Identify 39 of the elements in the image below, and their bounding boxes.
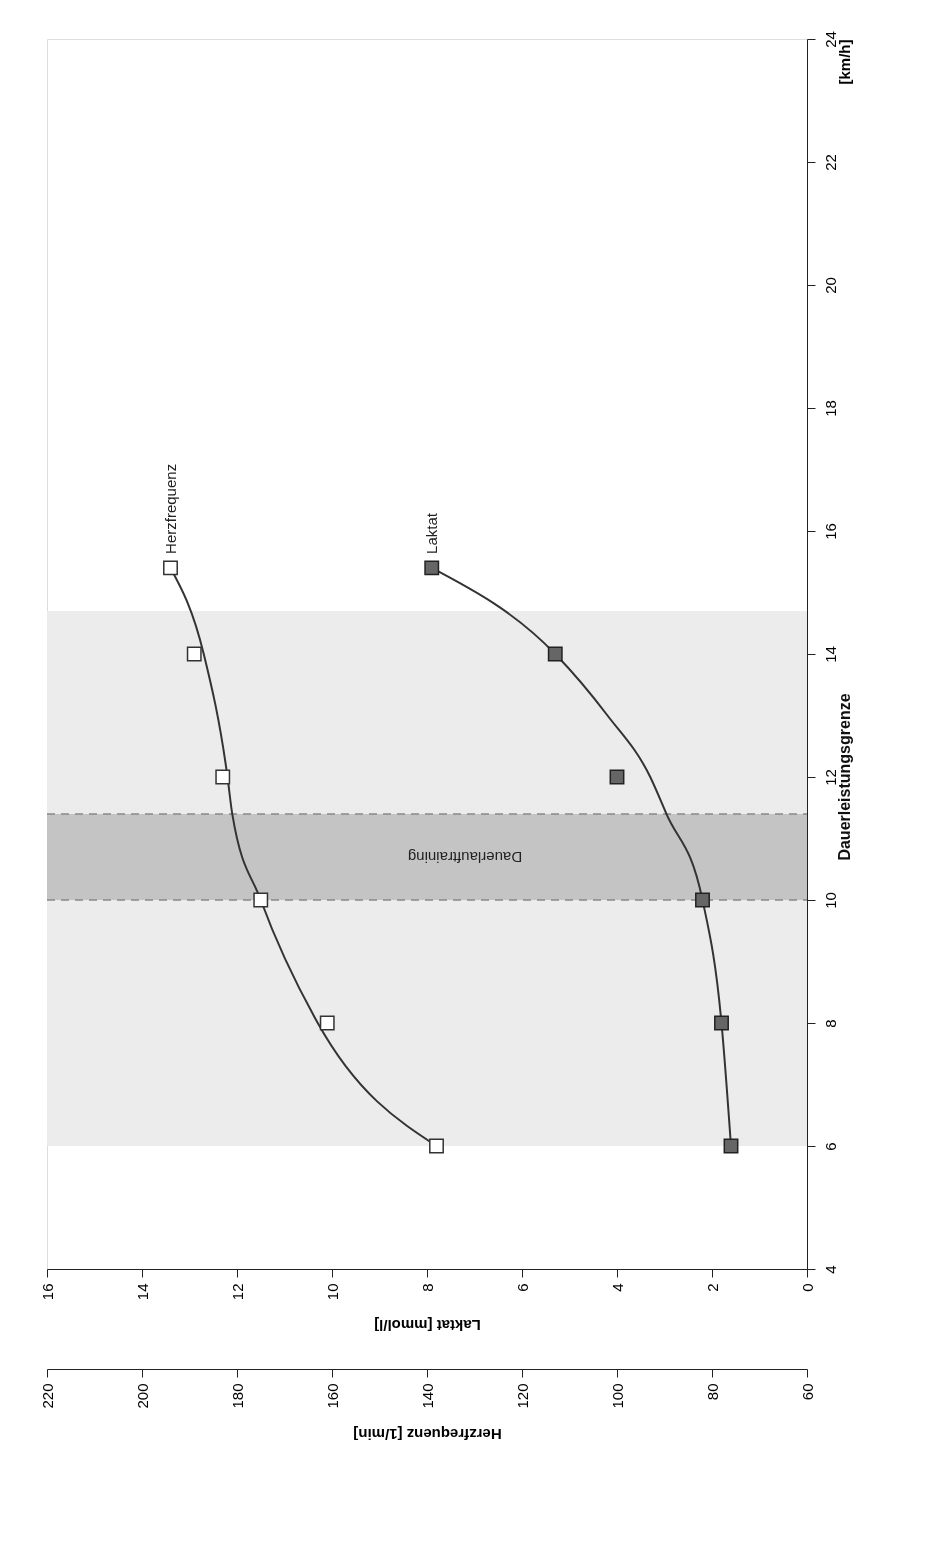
text: Laktat: [422, 512, 440, 554]
y-tick-label: 16: [821, 523, 839, 540]
x2-tick-label: 220: [38, 1383, 56, 1409]
x2-tick-label: 200: [133, 1383, 151, 1409]
point: [319, 1015, 335, 1031]
x2-tick-label: 180: [228, 1383, 246, 1409]
x-tick-label: 12: [228, 1283, 246, 1301]
x-tick-label: 2: [703, 1283, 721, 1292]
x2-tick-label: 160: [323, 1383, 341, 1409]
x-tick-label: 0: [798, 1283, 816, 1292]
x2-tick-label: 140: [418, 1383, 436, 1409]
y-tick-label: 12: [821, 769, 839, 786]
y-tick-label: 8: [821, 1019, 839, 1028]
x2-tick-label: 100: [608, 1383, 626, 1409]
x2-tick-label: 80: [703, 1383, 721, 1401]
y-tick-label: 20: [821, 277, 839, 294]
y-tick-label: 10: [821, 892, 839, 909]
x-tick-label: 10: [323, 1283, 341, 1301]
x-tick-label: 14: [133, 1283, 151, 1301]
point: [186, 646, 202, 662]
x-axis-title: Laktat [mmol/l]: [374, 1317, 481, 1335]
x-tick-label: 8: [418, 1283, 436, 1292]
band-label: Dauerlauftraining: [407, 848, 523, 866]
y-tick-label: 22: [821, 154, 839, 171]
y-tick-label: 14: [821, 646, 839, 663]
x2-tick-label: 120: [513, 1383, 531, 1409]
x2-tick-label: 60: [798, 1383, 816, 1401]
x-tick-label: 16: [38, 1283, 56, 1301]
point: [215, 769, 231, 785]
y-tick-label: 18: [821, 400, 839, 417]
point: [253, 892, 269, 908]
text: Dauerleistungsgrenze: [836, 693, 853, 861]
y-tick-label: 4: [821, 1265, 839, 1274]
y-tick-label: 6: [821, 1142, 839, 1151]
x-tick-label: 6: [513, 1283, 531, 1292]
text: Herzfrequenz: [161, 463, 179, 554]
x-tick-label: 4: [608, 1283, 626, 1292]
point: [429, 1138, 444, 1154]
x2-axis-title: Herzfrequenz [1/min]: [353, 1425, 502, 1443]
